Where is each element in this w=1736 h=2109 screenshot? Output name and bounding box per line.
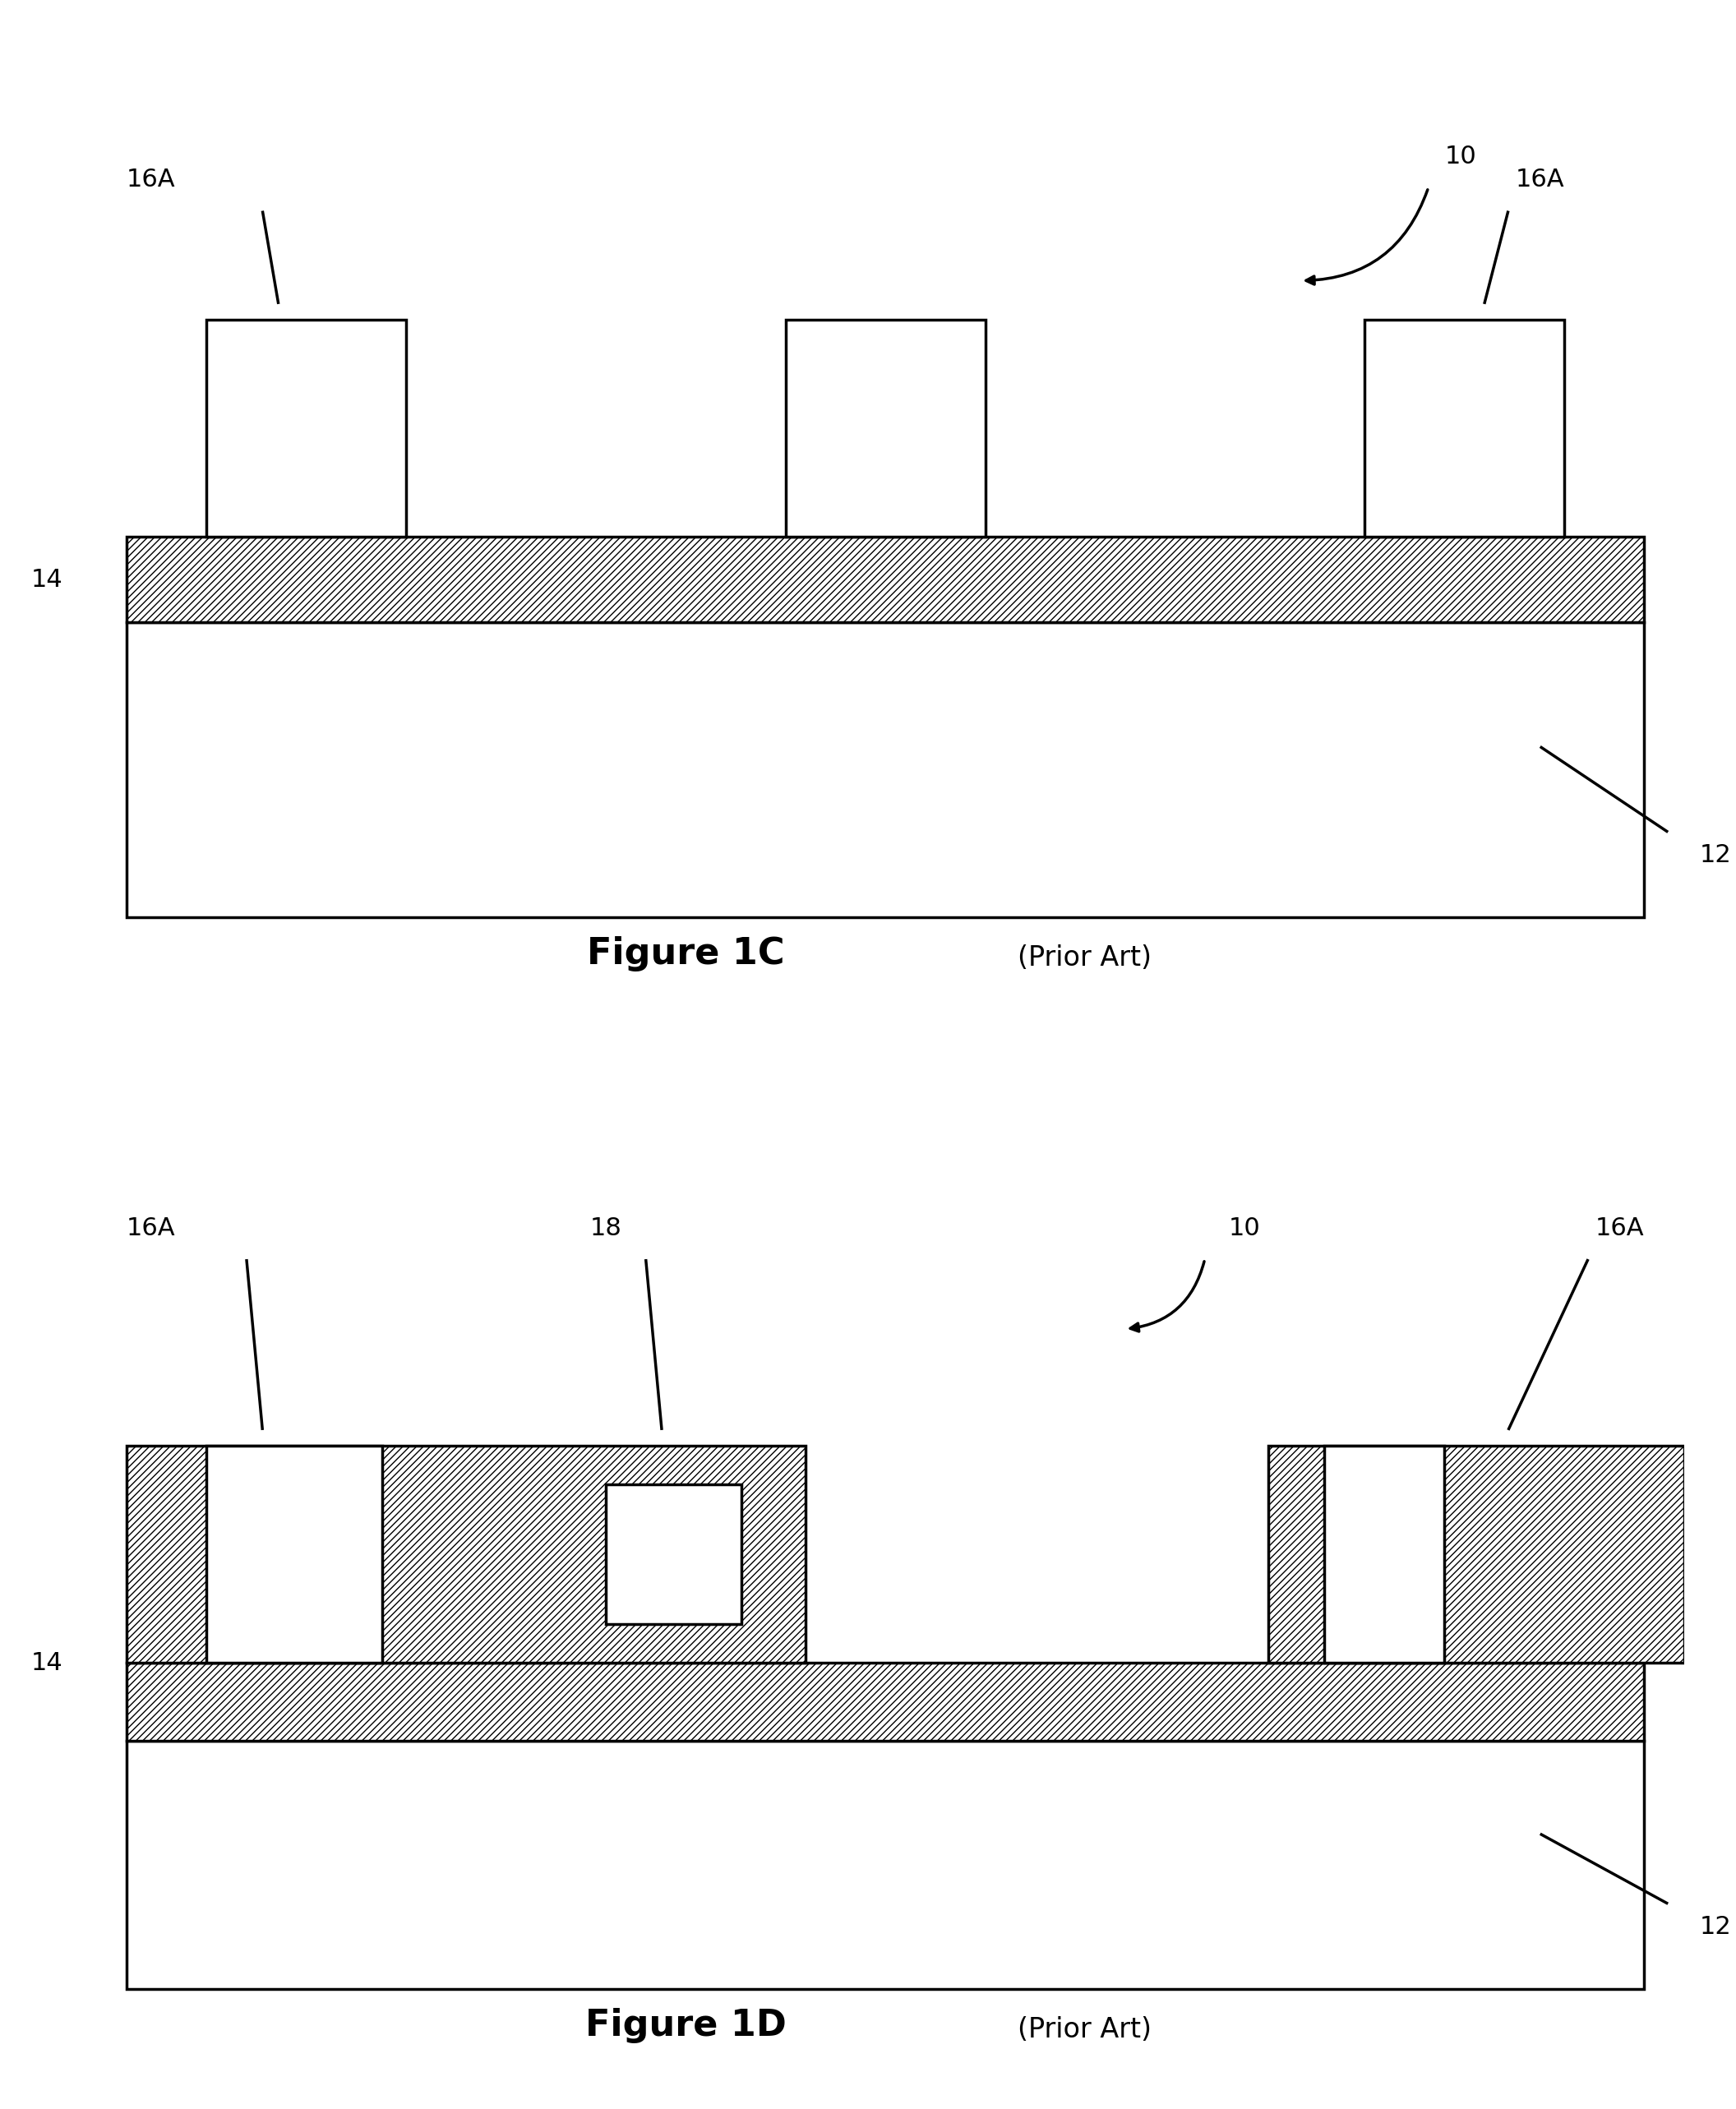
- Text: 18: 18: [590, 1217, 621, 1240]
- Bar: [786, 321, 986, 538]
- Text: 10: 10: [1444, 146, 1476, 169]
- Text: 10: 10: [1229, 1217, 1260, 1240]
- Text: 12: 12: [1700, 1915, 1733, 1938]
- Text: Figure 1C: Figure 1C: [587, 936, 785, 972]
- Bar: [606, 1485, 741, 1624]
- Bar: [1325, 1445, 1444, 1664]
- Text: 14: 14: [31, 567, 62, 593]
- Bar: [127, 622, 1644, 917]
- Text: Figure 1D: Figure 1D: [585, 2008, 786, 2044]
- Bar: [1269, 1445, 1684, 1664]
- Bar: [127, 1740, 1644, 1989]
- Bar: [1364, 321, 1564, 538]
- Bar: [606, 1485, 741, 1624]
- Bar: [1325, 1445, 1444, 1664]
- Text: (Prior Art): (Prior Art): [1017, 945, 1153, 972]
- Bar: [207, 321, 406, 538]
- Bar: [127, 1445, 806, 1664]
- Bar: [207, 1445, 382, 1664]
- Text: 16A: 16A: [1516, 169, 1564, 192]
- Text: 12: 12: [1700, 844, 1733, 867]
- Text: 16A: 16A: [127, 1217, 175, 1240]
- Text: (Prior Art): (Prior Art): [1017, 2016, 1153, 2044]
- Text: 16A: 16A: [127, 169, 175, 192]
- Text: 14: 14: [31, 1651, 62, 1675]
- Bar: [127, 1664, 1644, 1740]
- Text: 16A: 16A: [1595, 1217, 1644, 1240]
- Bar: [127, 538, 1644, 622]
- Bar: [207, 1445, 382, 1664]
